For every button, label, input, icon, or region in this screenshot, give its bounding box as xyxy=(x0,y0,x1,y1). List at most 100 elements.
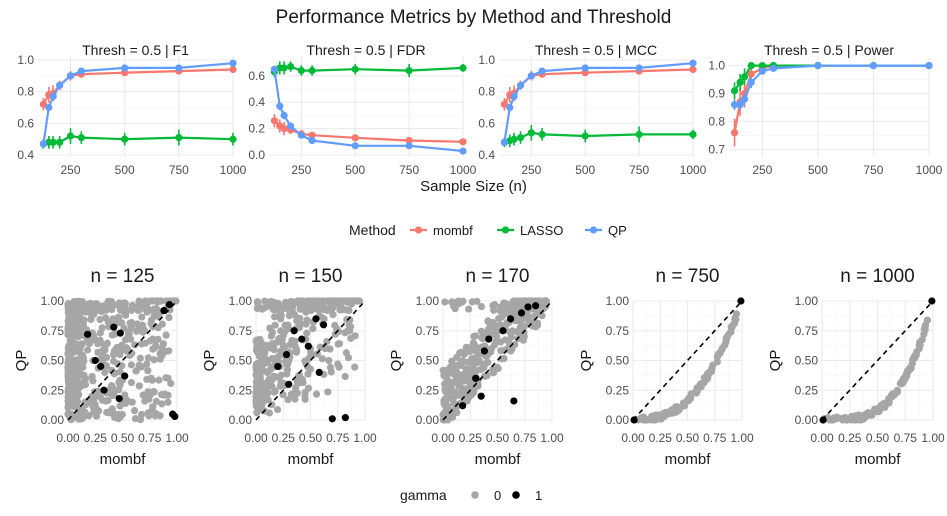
data-point-gamma-0 xyxy=(85,339,94,348)
data-point-gamma-0 xyxy=(295,371,304,379)
data-point-gamma-0 xyxy=(144,354,152,362)
data-point-gamma-0 xyxy=(67,388,75,397)
y-axis-label: QP xyxy=(388,350,405,372)
data-point-gamma-0 xyxy=(288,336,296,345)
data-point xyxy=(229,65,237,74)
data-point-gamma-1 xyxy=(304,342,312,350)
x-axis-label: mombf xyxy=(855,451,902,468)
data-point-gamma-0 xyxy=(505,337,513,345)
data-point-gamma-1 xyxy=(328,415,336,423)
y-tick-label: 1.0 xyxy=(17,53,34,67)
data-point-gamma-0 xyxy=(299,378,307,387)
x-tick-label: 1.00 xyxy=(921,431,945,445)
data-point-gamma-0 xyxy=(270,346,278,354)
legend-label: mombf xyxy=(433,223,473,238)
y-tick-label: 0.6 xyxy=(17,116,34,130)
y-tick-label: 0.75 xyxy=(606,324,630,338)
data-point-gamma-0 xyxy=(263,298,271,306)
y-tick-label: 0.25 xyxy=(416,383,440,397)
data-point-gamma-0 xyxy=(133,320,141,328)
data-point-gamma-0 xyxy=(64,359,72,367)
data-point-gamma-0 xyxy=(292,348,301,356)
data-point-gamma-0 xyxy=(531,312,539,320)
data-point xyxy=(77,133,85,142)
x-tick-label: 0.75 xyxy=(326,431,350,445)
data-point-gamma-0 xyxy=(915,341,923,349)
data-point-gamma-0 xyxy=(161,390,169,398)
data-point-gamma-0 xyxy=(341,329,349,337)
data-point xyxy=(689,130,697,139)
data-point-gamma-0 xyxy=(289,389,298,397)
data-point-gamma-0 xyxy=(279,303,287,311)
data-point-gamma-0 xyxy=(252,378,260,386)
y-tick-label: 0.0 xyxy=(248,148,265,162)
y-axis-label: QP xyxy=(13,350,30,372)
data-point-gamma-0 xyxy=(301,395,309,403)
data-point-gamma-1 xyxy=(341,414,349,422)
data-point xyxy=(56,138,64,146)
line-panel-3: Thresh = 0.5 | MCC 0.4 0.6 0.8 1.0 250 500 750 1… xyxy=(478,42,706,177)
x-tick-label: 0.75 xyxy=(703,431,727,445)
data-point-gamma-0 xyxy=(141,397,149,405)
data-point-gamma-0 xyxy=(80,357,88,365)
y-tick-label: 0.2 xyxy=(248,122,265,136)
x-tick-label: 500 xyxy=(575,163,595,177)
data-point-gamma-0 xyxy=(120,306,128,314)
data-point-gamma-0 xyxy=(96,315,104,324)
x-tick-label: 0.50 xyxy=(111,431,135,445)
data-point-gamma-0 xyxy=(81,381,90,389)
x-tick-label: 750 xyxy=(863,163,883,177)
data-point-gamma-0 xyxy=(513,328,521,336)
data-point-gamma-0 xyxy=(104,396,112,405)
y-tick-label: 0.8 xyxy=(17,85,34,99)
data-point-gamma-0 xyxy=(291,395,299,403)
data-point-gamma-0 xyxy=(335,340,344,348)
data-point-gamma-0 xyxy=(96,393,104,401)
data-point-gamma-1 xyxy=(737,297,745,305)
y-tick-label: 0.4 xyxy=(17,148,34,162)
data-point-gamma-0 xyxy=(164,398,172,406)
x-tick-label: 1.00 xyxy=(730,431,754,445)
data-point xyxy=(747,78,755,86)
data-point-gamma-0 xyxy=(122,344,131,352)
panel-title: n = 125 xyxy=(91,266,155,287)
data-point-gamma-0 xyxy=(484,358,492,366)
data-point xyxy=(459,147,467,155)
data-point-gamma-0 xyxy=(75,346,83,355)
y-tick-label: 0.00 xyxy=(41,413,65,427)
data-point xyxy=(297,66,305,75)
data-point-gamma-0 xyxy=(490,301,499,309)
legend-key-point xyxy=(414,226,423,234)
data-point-gamma-0 xyxy=(654,413,662,421)
data-point-gamma-0 xyxy=(295,323,304,331)
data-point xyxy=(689,65,697,74)
data-point-gamma-0 xyxy=(288,305,296,313)
data-point-gamma-0 xyxy=(253,360,261,369)
data-point-gamma-0 xyxy=(98,324,106,332)
line-panel-1: Thresh = 0.5 | F1 0.4 0.6 0.8 1.0 250 500 750 10… xyxy=(17,42,246,177)
data-point xyxy=(516,81,525,89)
data-point-gamma-0 xyxy=(464,365,473,373)
data-point-gamma-0 xyxy=(341,372,349,381)
data-point xyxy=(308,66,316,75)
data-point xyxy=(747,61,755,70)
data-point-gamma-0 xyxy=(887,392,895,400)
data-point-gamma-0 xyxy=(464,347,472,356)
data-point-gamma-0 xyxy=(158,400,166,408)
data-point-gamma-0 xyxy=(446,392,454,400)
data-point-gamma-0 xyxy=(80,316,88,324)
data-point-gamma-0 xyxy=(271,357,279,365)
data-point-gamma-0 xyxy=(303,316,311,324)
data-point-gamma-0 xyxy=(137,340,146,348)
data-point-gamma-0 xyxy=(253,346,262,354)
x-tick-label: 500 xyxy=(808,163,828,177)
data-point-gamma-0 xyxy=(116,402,124,410)
x-tick-label: 1.00 xyxy=(353,431,377,445)
data-point xyxy=(758,61,766,70)
y-tick-label: 0.50 xyxy=(229,354,253,368)
data-point-gamma-0 xyxy=(448,357,456,365)
data-point-gamma-0 xyxy=(152,342,160,350)
data-point-gamma-0 xyxy=(533,321,541,329)
